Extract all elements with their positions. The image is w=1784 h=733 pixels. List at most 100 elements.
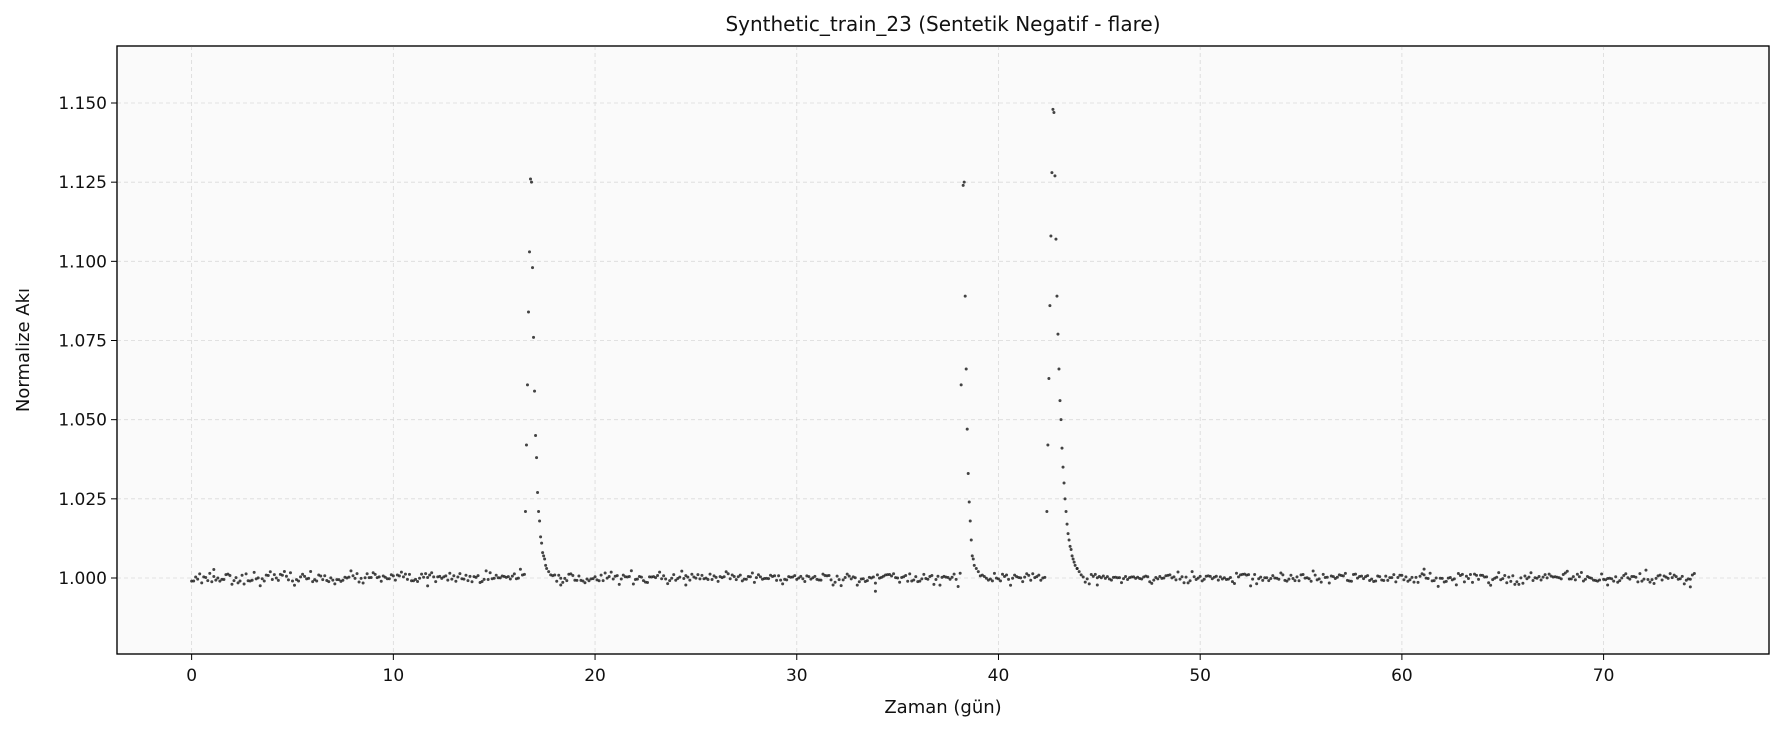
data-point bbox=[516, 576, 520, 580]
data-point bbox=[448, 571, 452, 575]
data-point bbox=[706, 578, 710, 582]
data-point bbox=[1027, 573, 1031, 577]
data-point bbox=[1291, 576, 1295, 580]
data-point bbox=[260, 577, 264, 581]
data-point bbox=[674, 578, 678, 582]
data-point bbox=[1009, 583, 1013, 587]
data-point bbox=[299, 575, 303, 579]
data-point bbox=[1267, 579, 1271, 583]
data-point bbox=[297, 579, 301, 583]
data-point bbox=[1610, 577, 1614, 581]
data-point bbox=[407, 572, 411, 576]
data-point bbox=[347, 575, 351, 579]
data-point bbox=[656, 573, 660, 577]
data-point bbox=[1652, 581, 1656, 585]
data-point bbox=[587, 579, 591, 583]
data-point bbox=[591, 577, 595, 581]
data-point bbox=[1057, 367, 1061, 371]
data-point bbox=[1436, 584, 1440, 588]
data-point bbox=[1642, 577, 1646, 581]
data-point bbox=[1178, 577, 1182, 581]
data-point bbox=[540, 541, 544, 545]
data-point bbox=[1507, 575, 1511, 579]
data-point bbox=[1232, 582, 1236, 586]
data-point bbox=[694, 576, 698, 580]
data-point bbox=[492, 576, 496, 580]
data-point bbox=[660, 577, 664, 581]
data-point bbox=[936, 574, 940, 578]
data-point bbox=[1226, 577, 1230, 581]
x-tick-label: 30 bbox=[786, 666, 808, 686]
data-point bbox=[561, 580, 565, 584]
data-point bbox=[1535, 576, 1539, 580]
data-point bbox=[988, 577, 992, 581]
data-point bbox=[422, 575, 426, 579]
data-point bbox=[1073, 563, 1077, 567]
data-point bbox=[430, 571, 434, 575]
data-point bbox=[1543, 573, 1547, 577]
data-point bbox=[329, 576, 333, 580]
data-point bbox=[732, 575, 736, 579]
data-point bbox=[1416, 580, 1420, 584]
data-point bbox=[700, 573, 704, 577]
data-point bbox=[1077, 570, 1081, 574]
data-point bbox=[1319, 580, 1323, 584]
data-point bbox=[510, 574, 514, 578]
data-point bbox=[1140, 577, 1144, 581]
data-point bbox=[1052, 111, 1056, 114]
data-point bbox=[1067, 538, 1071, 542]
data-point bbox=[779, 578, 783, 582]
data-point bbox=[1066, 532, 1070, 536]
data-point bbox=[1118, 576, 1121, 580]
data-point bbox=[976, 570, 980, 574]
data-point bbox=[230, 582, 234, 586]
data-point bbox=[236, 581, 240, 585]
data-point bbox=[839, 584, 843, 588]
data-point bbox=[454, 579, 458, 583]
data-point bbox=[1515, 580, 1519, 584]
data-point bbox=[799, 574, 803, 578]
plot-frame bbox=[116, 45, 1770, 655]
data-point bbox=[1523, 574, 1527, 578]
data-point bbox=[452, 574, 456, 578]
data-point bbox=[599, 573, 603, 577]
data-point bbox=[1277, 577, 1281, 581]
data-point bbox=[938, 583, 942, 587]
data-point bbox=[401, 575, 405, 579]
data-point bbox=[1495, 575, 1499, 579]
data-point bbox=[615, 574, 619, 578]
data-point bbox=[961, 183, 965, 187]
data-point bbox=[1501, 577, 1505, 581]
data-point bbox=[914, 575, 918, 579]
data-point bbox=[1295, 575, 1299, 579]
y-tick-label: 1.150 bbox=[58, 94, 107, 114]
data-point bbox=[234, 576, 238, 580]
data-point bbox=[1668, 572, 1672, 576]
data-point bbox=[539, 535, 543, 539]
data-point bbox=[349, 569, 353, 573]
data-point bbox=[698, 577, 702, 581]
data-point bbox=[950, 575, 954, 579]
data-point bbox=[555, 579, 559, 583]
data-point bbox=[639, 575, 643, 579]
data-point bbox=[1234, 571, 1238, 575]
y-tick-label: 1.075 bbox=[58, 332, 107, 352]
data-point bbox=[282, 569, 286, 573]
data-point bbox=[1192, 575, 1196, 579]
data-point bbox=[480, 580, 484, 584]
data-point bbox=[571, 573, 575, 577]
data-point bbox=[908, 572, 912, 576]
data-point bbox=[1063, 497, 1067, 501]
data-point bbox=[873, 589, 877, 593]
data-point bbox=[545, 567, 549, 570]
data-point bbox=[1382, 579, 1386, 582]
data-point bbox=[678, 575, 682, 579]
data-point bbox=[529, 177, 532, 181]
data-point bbox=[1261, 578, 1265, 582]
data-point bbox=[416, 580, 420, 584]
data-point bbox=[992, 571, 996, 575]
data-point bbox=[1434, 576, 1438, 580]
data-point bbox=[1581, 579, 1585, 583]
data-point bbox=[629, 569, 633, 573]
data-point bbox=[494, 573, 498, 577]
